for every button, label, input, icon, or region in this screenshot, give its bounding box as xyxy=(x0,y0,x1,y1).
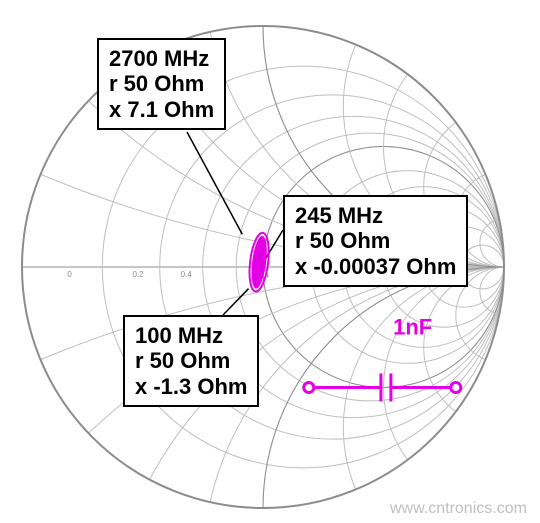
watermark-text: www.cntronics.com xyxy=(390,500,527,518)
marker-x: x -1.3 Ohm xyxy=(135,374,247,399)
marker-freq: 245 MHz xyxy=(295,203,456,228)
marker-x: x -0.00037 Ohm xyxy=(295,254,456,279)
marker-r: r 50 Ohm xyxy=(109,71,214,96)
svg-text:0.2: 0.2 xyxy=(132,270,144,279)
capacitor-label: 1nF xyxy=(393,314,432,339)
marker-freq: 100 MHz xyxy=(135,323,247,348)
marker-box-100mhz: 100 MHz r 50 Ohm x -1.3 Ohm xyxy=(123,315,259,407)
marker-box-245mhz: 245 MHz r 50 Ohm x -0.00037 Ohm xyxy=(283,195,468,287)
marker-r: r 50 Ohm xyxy=(295,228,456,253)
marker-r: r 50 Ohm xyxy=(135,348,247,373)
marker-freq: 2700 MHz xyxy=(109,46,214,71)
svg-text:0.4: 0.4 xyxy=(181,270,193,279)
marker-box-2700mhz: 2700 MHz r 50 Ohm x 7.1 Ohm xyxy=(97,38,226,130)
marker-x: x 7.1 Ohm xyxy=(109,97,214,122)
svg-text:1: 1 xyxy=(265,270,270,279)
svg-text:0: 0 xyxy=(67,270,72,279)
